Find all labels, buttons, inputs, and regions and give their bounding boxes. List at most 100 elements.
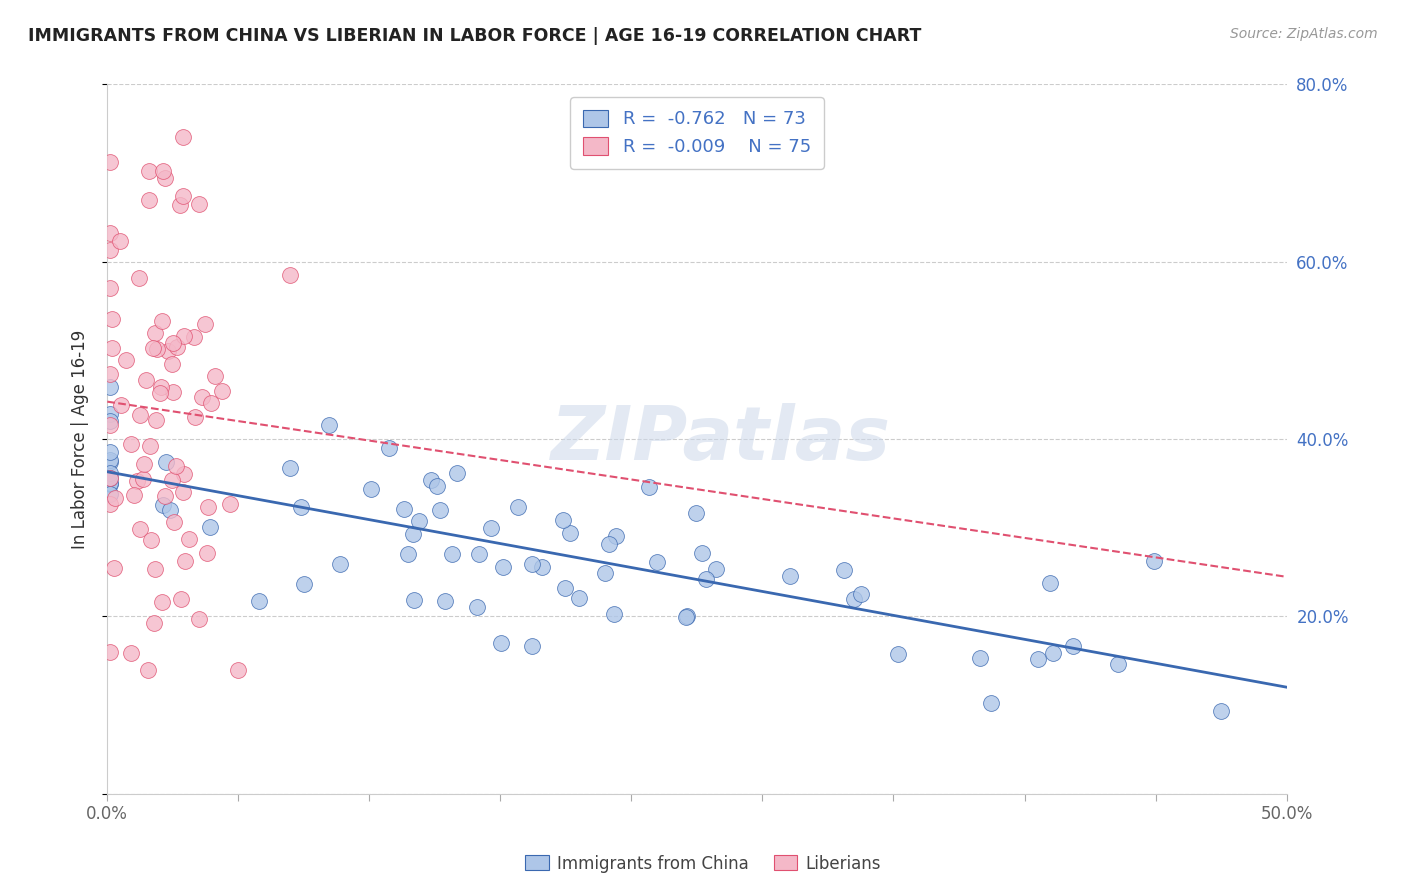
Point <box>360 483 382 497</box>
Point <box>426 478 449 492</box>
Point <box>138 164 160 178</box>
Point <box>159 503 181 517</box>
Point <box>152 164 174 178</box>
Point <box>419 473 441 487</box>
Point <box>886 647 908 661</box>
Point <box>129 408 152 422</box>
Point <box>468 547 491 561</box>
Point <box>146 342 169 356</box>
Point <box>169 198 191 212</box>
Point <box>492 560 515 574</box>
Point <box>1143 554 1166 568</box>
Point <box>160 357 183 371</box>
Point <box>132 472 155 486</box>
Point <box>173 467 195 482</box>
Point <box>1209 704 1232 718</box>
Point <box>554 581 576 595</box>
Point <box>1062 639 1084 653</box>
Point <box>98 466 121 480</box>
Point <box>522 558 544 572</box>
Point <box>247 594 270 608</box>
Point <box>142 615 165 630</box>
Point <box>187 612 209 626</box>
Legend: Immigrants from China, Liberians: Immigrants from China, Liberians <box>519 848 887 880</box>
Point <box>162 474 184 488</box>
Point <box>184 410 207 425</box>
Point <box>98 453 121 467</box>
Point <box>173 329 195 343</box>
Point <box>128 522 150 536</box>
Point <box>98 226 121 240</box>
Text: IMMIGRANTS FROM CHINA VS LIBERIAN IN LABOR FORCE | AGE 16-19 CORRELATION CHART: IMMIGRANTS FROM CHINA VS LIBERIAN IN LAB… <box>28 27 921 45</box>
Point <box>558 526 581 541</box>
Point <box>404 593 426 607</box>
Point <box>211 384 233 398</box>
Point <box>292 576 315 591</box>
Point <box>98 476 121 491</box>
Point <box>290 500 312 515</box>
Point <box>98 645 121 659</box>
Point <box>153 490 176 504</box>
Point <box>177 532 200 546</box>
Text: Source: ZipAtlas.com: Source: ZipAtlas.com <box>1230 27 1378 41</box>
Point <box>150 595 173 609</box>
Point <box>1039 575 1062 590</box>
Point <box>440 547 463 561</box>
Point <box>143 562 166 576</box>
Point <box>166 340 188 354</box>
Point <box>128 270 150 285</box>
Point <box>506 500 529 514</box>
Point <box>200 396 222 410</box>
Point <box>779 569 801 583</box>
Point <box>143 326 166 341</box>
Point <box>98 497 121 511</box>
Point <box>104 491 127 505</box>
Point <box>396 547 419 561</box>
Point <box>162 384 184 399</box>
Point <box>98 380 121 394</box>
Point <box>141 533 163 548</box>
Point <box>149 385 172 400</box>
Point <box>568 591 591 606</box>
Point <box>153 170 176 185</box>
Point <box>1107 657 1129 671</box>
Point <box>329 557 352 571</box>
Point <box>187 197 209 211</box>
Point <box>491 636 513 650</box>
Point <box>98 414 121 428</box>
Point <box>172 485 194 500</box>
Point <box>318 418 340 433</box>
Point <box>103 561 125 575</box>
Point <box>120 646 142 660</box>
Point <box>108 234 131 248</box>
Point <box>195 546 218 560</box>
Point <box>163 515 186 529</box>
Point <box>110 398 132 412</box>
Point <box>165 459 187 474</box>
Point <box>152 498 174 512</box>
Point <box>191 390 214 404</box>
Point <box>98 407 121 421</box>
Point <box>603 607 626 622</box>
Point <box>479 520 502 534</box>
Point <box>98 417 121 432</box>
Point <box>593 566 616 580</box>
Point <box>695 573 717 587</box>
Point <box>645 555 668 569</box>
Point <box>132 457 155 471</box>
Point <box>149 380 172 394</box>
Point <box>145 413 167 427</box>
Point <box>135 372 157 386</box>
Point <box>139 439 162 453</box>
Y-axis label: In Labor Force | Age 16-19: In Labor Force | Age 16-19 <box>72 329 89 549</box>
Point <box>278 268 301 282</box>
Point <box>598 537 620 551</box>
Point <box>402 526 425 541</box>
Point <box>218 497 240 511</box>
Point <box>194 317 217 331</box>
Text: ZIPatlas: ZIPatlas <box>551 402 890 475</box>
Point <box>162 335 184 350</box>
Point <box>122 487 145 501</box>
Point <box>520 639 543 653</box>
Point <box>434 594 457 608</box>
